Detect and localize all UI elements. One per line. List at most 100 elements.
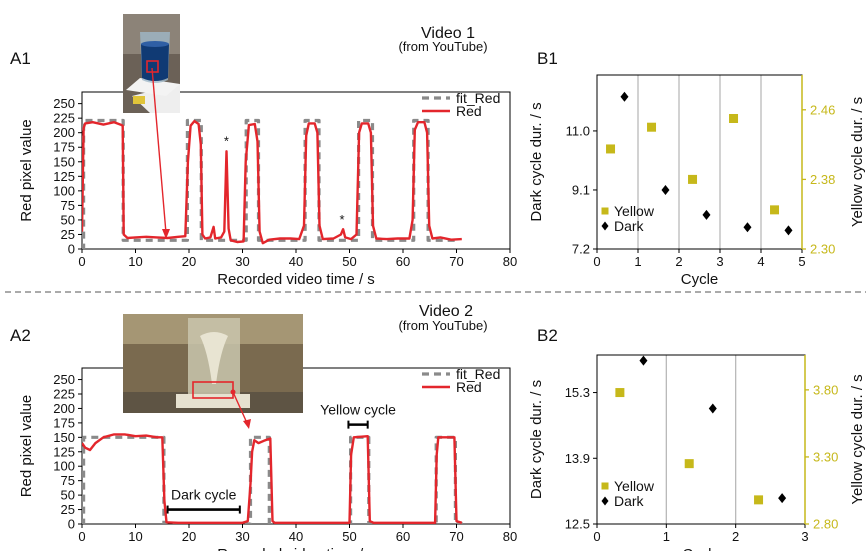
legend-marker [601, 221, 609, 231]
x-tick-label: 80 [503, 529, 517, 544]
video2-pointer-arrowhead [243, 419, 251, 429]
x-axis-label: Cycle [682, 546, 720, 551]
x-tick-label: 20 [182, 529, 196, 544]
legend-marker [601, 207, 609, 215]
spike-asterisk: * [224, 133, 229, 148]
y-tick-label: 200 [53, 401, 75, 416]
y-tick-label: 25 [61, 502, 75, 517]
y-right-tick-label: 2.80 [813, 517, 838, 532]
y-right-tick-label: 3.80 [813, 382, 838, 397]
y-tick-label: 50 [61, 212, 75, 227]
x-tick-label: 2 [732, 529, 739, 544]
dark-cycle-point [661, 184, 670, 195]
y-right-axis-label: Yellow cycle dur. / s [849, 97, 866, 227]
x-tick-label: 3 [716, 254, 723, 269]
spike-asterisk: * [339, 212, 344, 227]
y-tick-label: 250 [53, 372, 75, 387]
plot-area [82, 118, 462, 249]
y-tick-label: 250 [53, 96, 75, 111]
x-tick-label: 0 [593, 254, 600, 269]
video1-pointer-line [151, 67, 167, 234]
series-red-line [82, 433, 463, 524]
y-tick-label: 100 [53, 459, 75, 474]
yellow-cycle-point [606, 144, 616, 154]
y-tick-label: 75 [61, 473, 75, 488]
y-tick-label: 0 [68, 242, 75, 257]
y-axis-label: Dark cycle dur. / s [528, 102, 545, 221]
x-tick-label: 40 [289, 529, 303, 544]
x-tick-label: 60 [396, 529, 410, 544]
y-right-tick-label: 2.30 [810, 242, 835, 257]
chart-b1: 0 1 2 3 4 5 7.2 9.1 11.0 2.30 2.38 2.46 Cycle Dark cy… [528, 74, 866, 288]
y-tick-label: 15.3 [565, 385, 590, 400]
x-tick-label: 0 [78, 529, 85, 544]
y-tick-label: 225 [53, 111, 75, 126]
x-tick-label: 1 [634, 254, 641, 269]
x-tick-label: 50 [342, 254, 356, 269]
y-tick-label: 175 [53, 415, 75, 430]
x-axis-label: Cycle [681, 271, 719, 288]
y-tick-label: 100 [53, 183, 75, 198]
y-right-axis-label: Yellow cycle dur. / s [849, 374, 866, 504]
y-right-tick-label: 3.30 [813, 449, 838, 464]
y-tick-label: 175 [53, 140, 75, 155]
x-tick-label: 80 [503, 254, 517, 269]
legend-label: Dark [614, 493, 645, 509]
y-tick-label: 150 [53, 154, 75, 169]
legend-marker [601, 482, 609, 490]
y-tick-label: 7.2 [572, 242, 590, 257]
dark-cycle-point [639, 355, 648, 366]
video1-subtitle: (from YouTube) [398, 39, 487, 54]
y-axis-label: Red pixel value [18, 395, 35, 498]
x-tick-label: 0 [593, 529, 600, 544]
panel-label-b2: B2 [537, 326, 558, 345]
x-tick-label: 10 [128, 529, 142, 544]
x-tick-label: 5 [798, 254, 805, 269]
x-tick-label: 40 [289, 254, 303, 269]
x-tick-label: 70 [449, 529, 463, 544]
y-tick-label: 13.9 [565, 451, 590, 466]
legend-label: Yellow [614, 478, 655, 494]
yellow-cycle-point [647, 122, 657, 132]
chart-b2: 0 1 2 3 12.5 13.9 15.3 2.80 3.30 3.80 Cycle Dark cy… [528, 354, 866, 551]
dark-cycle-point [778, 493, 787, 504]
y-tick-label: 25 [61, 227, 75, 242]
video2-photo [123, 314, 303, 413]
legend-label: fit_Red [456, 90, 500, 106]
y-tick-label: 11.0 [566, 123, 590, 138]
x-axis-label: Recorded video time / s [217, 271, 375, 288]
y-right-tick-label: 2.38 [810, 172, 835, 187]
x-axis-label: Recorded video time / s [217, 546, 375, 551]
plot-area [82, 433, 463, 524]
x-tick-label: 4 [757, 254, 764, 269]
dark-cycle-point [702, 209, 711, 220]
legend-label: Yellow [614, 203, 655, 219]
x-tick-label: 30 [235, 529, 249, 544]
yellow-cycle-point [615, 388, 625, 398]
panel-label-a2: A2 [10, 326, 31, 345]
y-tick-label: 225 [53, 387, 75, 402]
x-tick-label: 60 [396, 254, 410, 269]
dark-cycle-point [708, 403, 717, 414]
y-right-tick-label: 2.46 [810, 102, 835, 117]
plot-frame [81, 91, 511, 250]
chart-a2: 0 10 20 30 40 50 60 70 8002550751001251501752002… [18, 366, 517, 551]
x-tick-label: 0 [78, 254, 85, 269]
x-tick-label: 30 [235, 254, 249, 269]
panel-label-a1: A1 [10, 49, 31, 68]
y-tick-label: 200 [53, 125, 75, 140]
x-tick-label: 10 [128, 254, 142, 269]
y-tick-label: 0 [68, 517, 75, 532]
x-tick-label: 3 [801, 529, 808, 544]
dark-cycle-point [743, 222, 752, 233]
series-red-line [82, 119, 462, 245]
y-tick-label: 150 [53, 430, 75, 445]
legend-label: Red [456, 103, 482, 119]
legend-label: Dark [614, 218, 645, 234]
yellow-cycle-point [729, 114, 739, 123]
video2-pointer-dot [230, 389, 236, 395]
y-tick-label: 75 [61, 198, 75, 213]
y-tick-label: 12.5 [565, 517, 590, 532]
video2-pointer-line [232, 391, 248, 424]
